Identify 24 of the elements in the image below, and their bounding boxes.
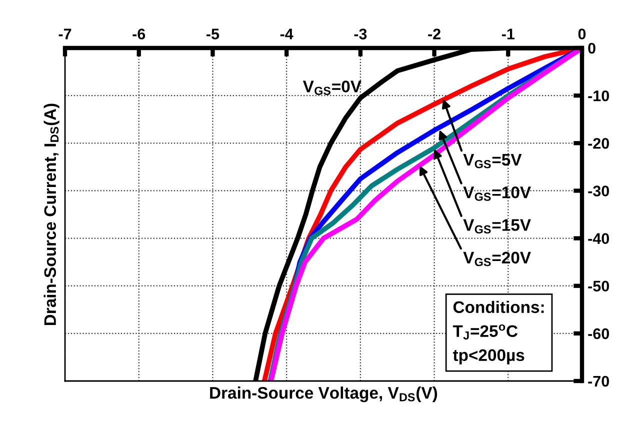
x-tick-label: -1	[502, 28, 515, 40]
annotation: V$_{GS}$=10V	[463, 186, 531, 201]
y-tick-label: -10	[588, 90, 610, 102]
y-tick-label: -50	[588, 280, 610, 292]
y-tick-label: -70	[588, 376, 610, 387]
annotation: V$_{GS}$=5V	[463, 154, 522, 168]
annotation: V$_{GS}$=20V	[463, 252, 531, 266]
x-tick-label: -5	[206, 28, 220, 40]
y-tick-label: -20	[588, 138, 610, 149]
x-tick-label: -2	[428, 28, 440, 40]
x-axis-title: Drain-Source Voltage, V$_{DS}$(V)	[210, 386, 438, 402]
x-tick-label: -7	[58, 28, 72, 40]
y-tick-label: -40	[588, 233, 610, 244]
x-tick-label: -6	[132, 28, 146, 40]
x-tick-label: 0	[578, 28, 586, 40]
y-tick-label: -30	[588, 186, 610, 196]
x-tick-label: -4	[280, 28, 294, 40]
annotation: V$_{GS}$=0V	[302, 80, 362, 95]
x-tick-label: -3	[354, 28, 367, 40]
annotation: V$_{GS}$=15V	[463, 219, 531, 234]
annotation: Conditions: T$_{J}$=25$^{o}$C tp<200µs	[452, 300, 544, 364]
y-tick-label: -60	[588, 328, 610, 340]
y-axis-title: Drain-Source Current, I$_{DS}$(A)	[44, 104, 60, 326]
y-tick-label: 0	[588, 42, 596, 54]
